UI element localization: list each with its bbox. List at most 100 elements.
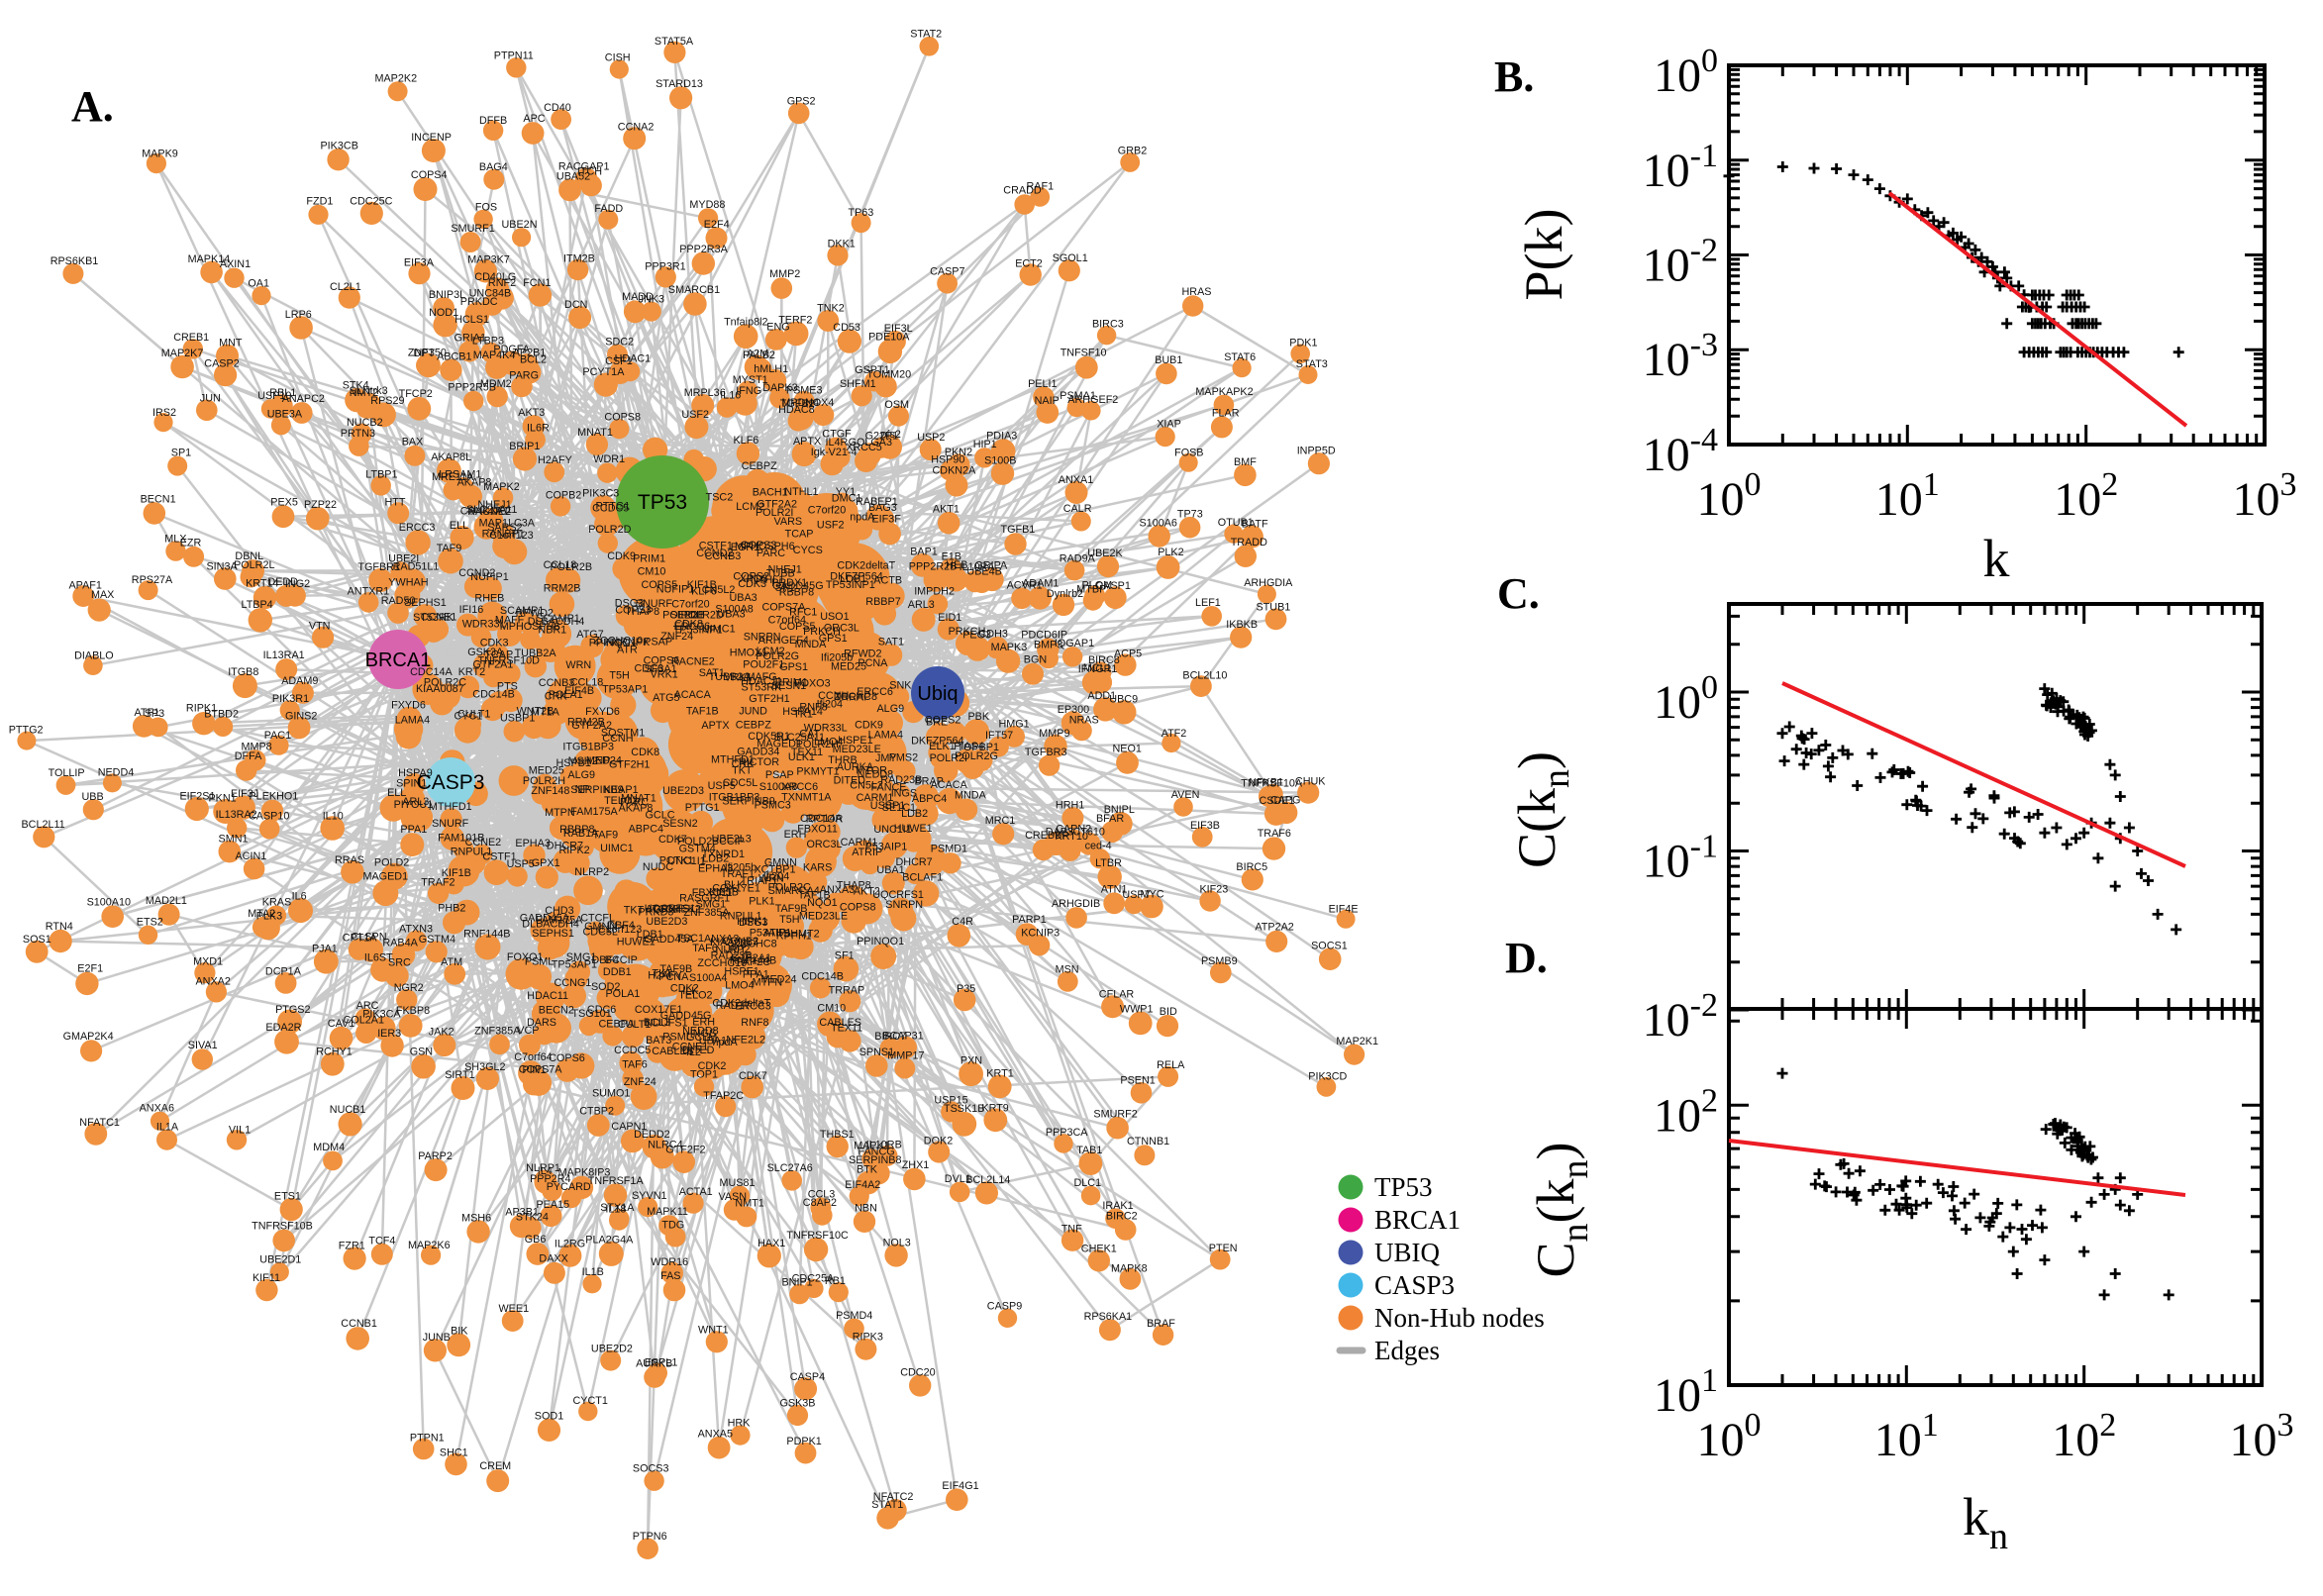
svg-text:COL2A1: COL2A1: [344, 1015, 384, 1027]
svg-text:ZNF385A: ZNF385A: [474, 1025, 521, 1037]
svg-text:ERCC6: ERCC6: [674, 621, 711, 633]
svg-text:ETS1: ETS1: [274, 1190, 301, 1202]
svg-text:C1orf123: C1orf123: [489, 530, 533, 542]
svg-text:BAP1: BAP1: [910, 546, 938, 557]
svg-text:WDR33L: WDR33L: [804, 723, 848, 735]
svg-text:HTT: HTT: [385, 497, 406, 509]
svg-text:THBS1: THBS1: [820, 1129, 855, 1141]
svg-text:COPS6: COPS6: [549, 1052, 585, 1064]
svg-text:ST53RK: ST53RK: [741, 681, 782, 693]
svg-text:PSML: PSML: [662, 1032, 691, 1044]
svg-text:DLBACDH4: DLBACDH4: [522, 918, 579, 930]
svg-text:KIF11: KIF11: [252, 1272, 280, 1284]
svg-text:JUND: JUND: [739, 706, 767, 718]
svg-text:MAPK14: MAPK14: [188, 253, 231, 265]
svg-text:UQCRFS1: UQCRFS1: [872, 889, 924, 901]
svg-text:RBL1: RBL1: [269, 387, 296, 399]
svg-text:MMP9: MMP9: [1039, 728, 1069, 740]
svg-text:COPS2: COPS2: [925, 715, 961, 727]
svg-text:UBE2D2: UBE2D2: [591, 1344, 633, 1355]
svg-text:MTBP: MTBP: [1076, 583, 1106, 595]
svg-text:KLF6: KLF6: [733, 435, 758, 447]
svg-text:SNRPN: SNRPN: [885, 899, 923, 911]
svg-text:PRKD3: PRKD3: [638, 906, 673, 918]
svg-text:SOCS1: SOCS1: [1311, 941, 1348, 952]
svg-text:E2F4: E2F4: [704, 219, 730, 231]
svg-text:FKBP8: FKBP8: [396, 1005, 430, 1017]
svg-text:DLBACDH4: DLBACDH4: [528, 616, 585, 628]
svg-text:HRAS: HRAS: [1182, 286, 1212, 298]
svg-text:CCND2: CCND2: [458, 567, 495, 579]
svg-text:RBBP7: RBBP7: [865, 596, 900, 608]
svg-text:SLC27A6: SLC27A6: [767, 1162, 813, 1174]
svg-text:HMOX1: HMOX1: [730, 647, 767, 658]
svg-text:POLR2B: POLR2B: [662, 609, 705, 621]
svg-text:CDK2deltaT: CDK2deltaT: [837, 559, 895, 571]
svg-text:CASP4: CASP4: [790, 1371, 825, 1383]
svg-text:KRT9: KRT9: [981, 1102, 1008, 1114]
svg-text:CHEK2: CHEK2: [665, 903, 701, 915]
svg-text:PIAS4: PIAS4: [954, 741, 984, 752]
svg-text:INGS: INGS: [690, 1028, 716, 1040]
svg-text:MED25: MED25: [831, 661, 866, 673]
svg-text:PKMYT1: PKMYT1: [796, 765, 839, 777]
svg-text:Ifi204: Ifi204: [817, 698, 843, 710]
svg-text:GCLM: GCLM: [686, 1032, 717, 1044]
svg-text:ANXA2: ANXA2: [195, 976, 230, 988]
svg-text:OA1: OA1: [248, 278, 269, 290]
svg-text:VCP: VCP: [517, 1025, 539, 1037]
svg-text:HEB: HEB: [946, 559, 967, 571]
svg-text:IQGAP1: IQGAP1: [1055, 638, 1094, 649]
svg-text:USF2: USF2: [817, 520, 845, 532]
svg-text:PPP2R5B: PPP2R5B: [448, 382, 496, 394]
svg-text:IRAK1: IRAK1: [1102, 1200, 1133, 1212]
svg-text:HDAC8: HDAC8: [778, 404, 815, 416]
svg-text:KRT1: KRT1: [986, 1068, 1013, 1080]
svg-text:DMC1: DMC1: [832, 493, 862, 505]
svg-text:S100B: S100B: [984, 455, 1016, 467]
svg-text:PIK3CD: PIK3CD: [1308, 1071, 1347, 1083]
svg-text:IFI16: IFI16: [459, 604, 484, 616]
svg-text:VRK1: VRK1: [651, 668, 678, 680]
svg-text:NP: NP: [595, 755, 610, 767]
svg-text:SLNtrk3: SLNtrk3: [350, 385, 388, 397]
svg-text:USP7: USP7: [1122, 889, 1150, 901]
svg-text:DPT: DPT: [413, 348, 435, 359]
svg-text:MPDH4: MPDH4: [781, 397, 819, 409]
svg-text:102: 102: [2052, 1407, 2116, 1466]
svg-text:ADAM1: ADAM1: [1022, 577, 1059, 589]
svg-text:CRADD: CRADD: [1003, 185, 1042, 197]
svg-text:10-2: 10-2: [1643, 233, 1718, 292]
svg-text:CDK8: CDK8: [631, 747, 659, 758]
svg-text:GCLC: GCLC: [646, 810, 675, 822]
svg-text:UBIQ: UBIQ: [1374, 1238, 1440, 1267]
svg-text:CREM: CREM: [479, 1460, 511, 1472]
svg-text:TRADD: TRADD: [1231, 537, 1267, 549]
svg-text:HSPE1: HSPE1: [838, 735, 872, 747]
svg-text:A.: A.: [71, 82, 114, 131]
svg-text:APTX: APTX: [701, 720, 729, 732]
svg-text:EZR: EZR: [180, 538, 202, 549]
svg-text:S100A10: S100A10: [87, 896, 131, 908]
svg-text:WNT1: WNT1: [698, 1325, 729, 1337]
svg-text:ARL3: ARL3: [402, 796, 429, 808]
svg-text:YY1: YY1: [836, 486, 856, 498]
svg-text:USBP1: USBP1: [870, 800, 905, 812]
svg-text:KRT14: KRT14: [246, 578, 278, 590]
svg-text:BCCIP: BCCIP: [605, 954, 638, 966]
svg-text:BCL3: BCL3: [644, 1017, 670, 1029]
svg-text:HAX1: HAX1: [758, 1238, 785, 1249]
svg-text:pfs2: pfs2: [880, 429, 900, 441]
svg-text:CABLES: CABLES: [819, 1017, 861, 1029]
svg-text:ACIN1: ACIN1: [235, 850, 266, 862]
svg-text:ARC: ARC: [356, 1000, 379, 1012]
svg-text:SE1C1: SE1C1: [882, 802, 916, 814]
svg-text:ADAM9: ADAM9: [281, 675, 318, 687]
svg-text:HCLS1: HCLS1: [454, 314, 489, 326]
svg-text:MCL1: MCL1: [1083, 662, 1112, 674]
svg-text:SEPHS1: SEPHS1: [532, 928, 574, 940]
svg-text:SPIN1: SPIN1: [396, 778, 427, 790]
svg-text:NLRC4: NLRC4: [648, 1140, 682, 1151]
svg-text:CASP2: CASP2: [204, 357, 239, 369]
svg-text:ANXA5: ANXA5: [698, 1429, 733, 1441]
